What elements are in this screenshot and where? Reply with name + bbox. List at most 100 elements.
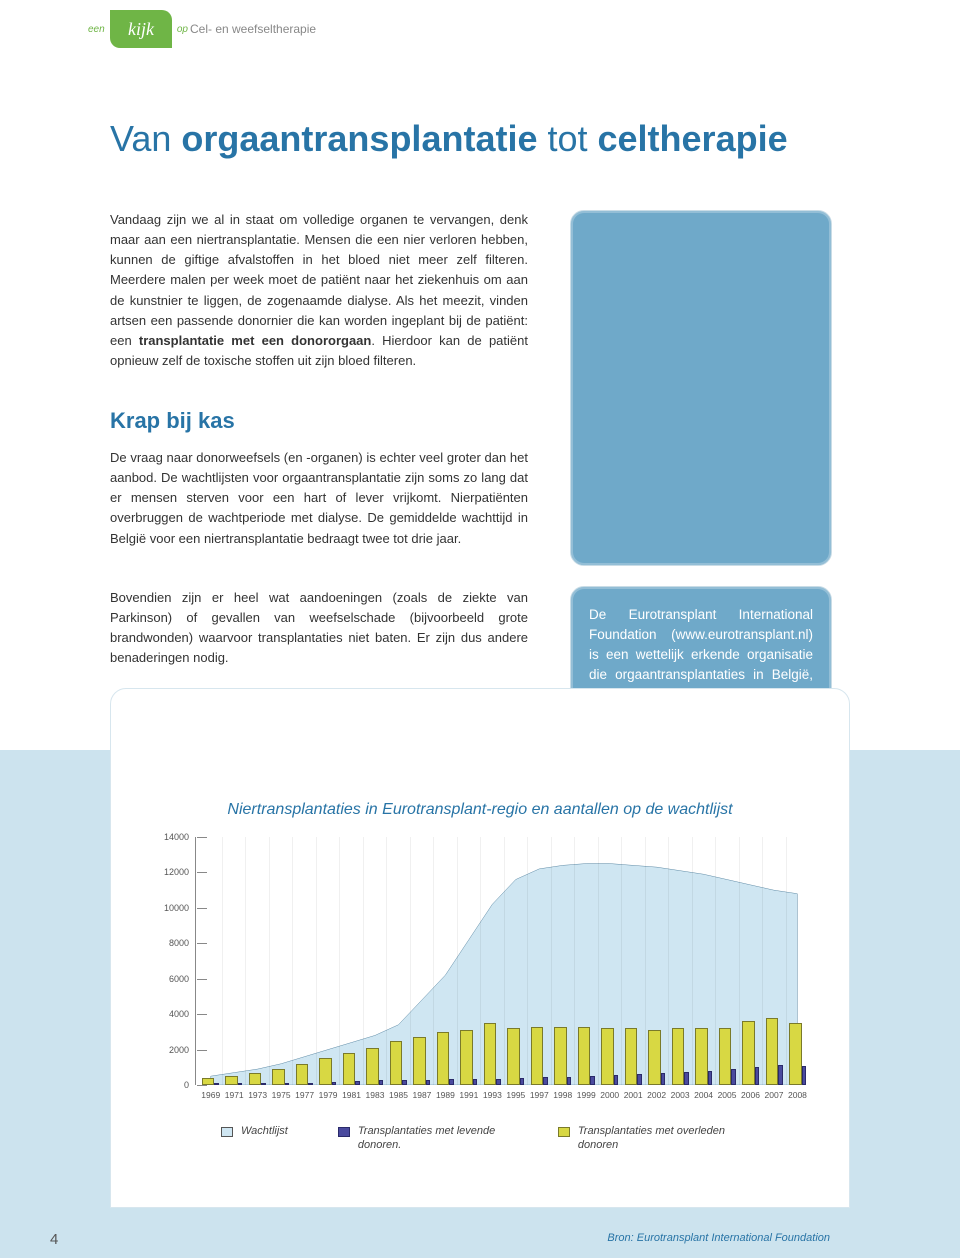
x-label: 1998 [551, 1087, 574, 1107]
legend-waitlist: Wachtlijst [221, 1125, 288, 1153]
bar-slot [598, 837, 622, 1085]
bar-slot [527, 837, 551, 1085]
x-label: 1989 [434, 1087, 457, 1107]
bar-slot [574, 837, 598, 1085]
para1-pre: Vandaag zijn we al in staat om volledige… [110, 212, 528, 348]
bar-slot [433, 837, 457, 1085]
chart-title: Niertransplantaties in Eurotransplant-re… [131, 801, 829, 819]
x-label: 1983 [363, 1087, 386, 1107]
paragraph-2: De vraag naar donorweefsels (en -organen… [110, 448, 528, 549]
bar-slot [199, 837, 222, 1085]
bar-deceased [742, 1021, 755, 1085]
y-tick: 14000 [151, 832, 195, 842]
section-heading: Krap bij kas [110, 408, 235, 434]
logo-prefix: een [88, 24, 105, 35]
y-tick: 0 [151, 1080, 195, 1090]
bar-deceased [202, 1078, 215, 1085]
title-bold-2: celtherapie [598, 118, 788, 159]
bar-living [402, 1080, 407, 1085]
bar-deceased [601, 1028, 614, 1085]
bar-deceased [554, 1027, 567, 1085]
bar-living [590, 1076, 595, 1085]
logo-text: kijk [128, 19, 154, 40]
bar-living [261, 1083, 266, 1085]
bar-living [567, 1077, 572, 1085]
bars-container [199, 837, 809, 1085]
y-tick: 4000 [151, 1009, 195, 1019]
bar-living [426, 1080, 431, 1085]
bar-deceased [531, 1027, 544, 1085]
page-number: 4 [50, 1231, 58, 1248]
bar-slot [715, 837, 739, 1085]
bar-deceased [390, 1041, 403, 1085]
bar-deceased [249, 1073, 262, 1085]
bar-living [308, 1083, 313, 1085]
bar-slot [339, 837, 363, 1085]
y-tick: 12000 [151, 867, 195, 877]
x-label: 1973 [246, 1087, 269, 1107]
bar-slot [551, 837, 575, 1085]
x-axis-labels: 1969197119731975197719791981198319851987… [199, 1087, 809, 1107]
x-label: 1979 [316, 1087, 339, 1107]
bar-deceased [719, 1028, 732, 1085]
bar-living [473, 1079, 478, 1085]
header-subtitle: Cel- en weefseltherapie [190, 22, 316, 36]
legend-deceased-label: Transplantaties met overleden donoren [578, 1125, 728, 1153]
x-label: 2003 [668, 1087, 691, 1107]
bar-living [449, 1079, 454, 1085]
title-pre: Van [110, 118, 181, 159]
bar-deceased [648, 1030, 661, 1085]
bar-slot [245, 837, 269, 1085]
chart-card: Niertransplantaties in Eurotransplant-re… [110, 688, 850, 1208]
y-axis: 02000400060008000100001200014000 [151, 837, 195, 1085]
chart-plot-area: 02000400060008000100001200014000 1969197… [151, 837, 809, 1107]
bar-deceased [296, 1064, 309, 1085]
bar-living [285, 1083, 290, 1085]
x-label: 1969 [199, 1087, 222, 1107]
bar-living [355, 1081, 360, 1085]
swatch-waitlist [221, 1127, 233, 1137]
x-label: 2008 [786, 1087, 809, 1107]
bar-deceased [789, 1023, 802, 1085]
bar-deceased [695, 1028, 708, 1085]
y-tick: 8000 [151, 938, 195, 948]
bar-slot [645, 837, 669, 1085]
bar-deceased [343, 1053, 356, 1085]
bar-slot [786, 837, 810, 1085]
bar-slot [410, 837, 434, 1085]
bar-living [614, 1075, 619, 1085]
bar-living [708, 1071, 713, 1085]
x-label: 2004 [692, 1087, 715, 1107]
x-label: 1997 [528, 1087, 551, 1107]
legend-living-label: Transplantaties met levende donoren. [358, 1125, 508, 1153]
page-title: Van orgaantransplantatie tot celtherapie [110, 118, 788, 160]
chart-legend: Wachtlijst Transplantaties met levende d… [221, 1125, 809, 1153]
bar-living [238, 1083, 243, 1085]
x-label: 2000 [598, 1087, 621, 1107]
bar-slot [621, 837, 645, 1085]
bar-living [684, 1072, 689, 1085]
bar-living [214, 1083, 219, 1085]
x-label: 1971 [222, 1087, 245, 1107]
bar-deceased [366, 1048, 379, 1085]
bar-slot [457, 837, 481, 1085]
bar-slot [480, 837, 504, 1085]
side-box-image [570, 210, 832, 566]
plot [199, 837, 809, 1085]
y-tick: 10000 [151, 903, 195, 913]
x-label: 1985 [387, 1087, 410, 1107]
bar-slot [292, 837, 316, 1085]
x-label: 1991 [457, 1087, 480, 1107]
bar-slot [692, 837, 716, 1085]
title-mid: tot [537, 118, 597, 159]
paragraph-3: Bovendien zijn er heel wat aandoeningen … [110, 588, 528, 669]
logo-suffix: op [177, 24, 188, 35]
bar-deceased [578, 1027, 591, 1085]
y-tick: 6000 [151, 974, 195, 984]
legend-waitlist-label: Wachtlijst [241, 1125, 288, 1139]
bar-living [778, 1065, 783, 1085]
bar-slot [363, 837, 387, 1085]
logo: een kijk op [110, 10, 172, 48]
x-label: 2002 [645, 1087, 668, 1107]
bar-living [802, 1066, 807, 1085]
